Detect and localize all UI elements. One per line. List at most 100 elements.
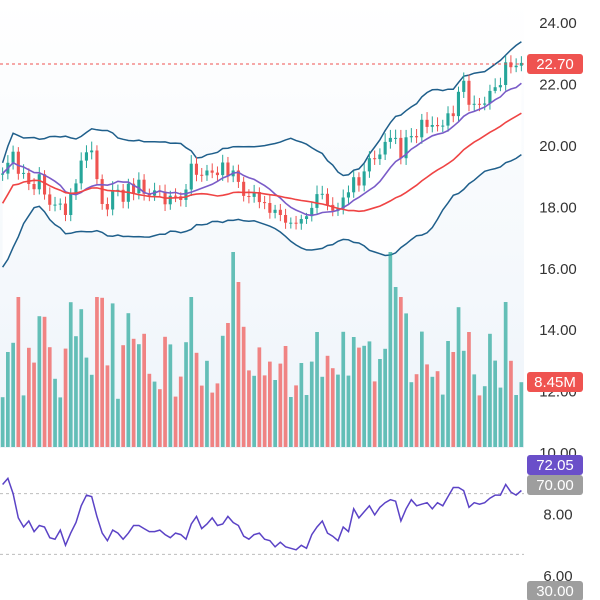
candle-body [43,174,47,195]
volume-bar [477,395,482,447]
rsi-value-label: 72.05 [536,457,574,474]
candle-body [11,151,15,163]
candle-body [90,150,94,153]
candle-body [514,65,518,68]
volume-bar [210,392,215,447]
bollinger-band-layer [1,41,522,268]
candle-body [252,192,256,197]
volume-bar [404,313,408,447]
volume-bar [131,338,136,447]
candle-body [519,62,523,66]
volume-bar [273,380,277,447]
volume-bar [357,347,361,447]
bollinger-band-fill [2,41,522,268]
price-tick-label: 8.00 [543,507,572,524]
volume-bar [393,287,398,447]
volume-bar [268,361,272,447]
candle-body [1,173,5,175]
volume-bar [168,344,173,447]
last-price-label: 22.70 [536,56,574,73]
volume-bar [199,385,204,447]
volume-bar [47,347,52,447]
rsi-pane-background [0,448,524,600]
volume-bar [68,302,73,447]
candle [383,133,387,161]
candle-body [105,204,109,210]
volume-bar [137,344,141,447]
volume-bar [451,352,456,447]
volume-bar [378,359,382,447]
volume-bar [21,395,26,447]
rsi-value-badge: 72.05 [527,455,583,475]
candle-body [273,209,277,213]
candle-body [121,189,125,202]
candle [16,147,20,180]
candle [111,181,115,216]
candle [378,148,382,165]
price-tick-label: 18.00 [539,199,577,216]
volume-bar [105,365,110,447]
rsi-low-badge: 30.00 [527,581,583,600]
candle [74,179,78,200]
candle-body [383,141,387,155]
candle-body [493,87,497,91]
volume-bar [467,332,471,447]
candle [27,168,31,191]
volume-bar [283,346,288,447]
moving-average-layer [1,82,522,217]
candle [252,184,256,203]
candle [90,141,94,160]
price-axis: 24.0022.0020.0018.0016.0014.0012.0010.00… [539,15,577,585]
candle-body [373,158,377,160]
candle-body [32,184,36,190]
candle [221,154,225,181]
candle-body [84,152,88,161]
candle-body [168,195,172,205]
candle [63,196,67,222]
candle-body [37,174,41,190]
candle [320,185,324,200]
volume-bar [236,282,241,447]
volume-bar [95,297,99,447]
candle-body [498,85,502,88]
candle [415,128,419,144]
volume-bar [116,398,120,447]
candle [441,119,445,133]
candle-body [95,150,99,180]
volume-bar [226,323,230,447]
candle [388,129,392,149]
candle-body [111,190,115,210]
volume-bar [430,376,435,447]
candle [519,56,523,72]
candle-body [79,160,83,184]
volume-bar [142,333,146,447]
candle-body [100,179,104,204]
candle-body [53,204,57,206]
candle [210,163,214,179]
price-tick-label: 20.00 [539,138,577,155]
candle-body [331,204,335,211]
candle-body [132,183,136,194]
price-tick-label: 24.00 [539,15,577,32]
candle [325,188,329,211]
candle-body [200,174,204,176]
candle [100,174,104,210]
volume-bar [346,375,351,447]
candle-body [436,125,440,127]
candle-body [194,163,198,175]
candle-body [404,137,408,159]
candle-body [362,171,366,186]
candle-body [310,207,314,217]
volume-bar [173,396,178,447]
candle [341,189,345,215]
volume-bar [440,394,445,447]
candle-body [388,137,392,142]
candle [289,217,293,229]
candle-body [27,172,31,184]
volume-bar [503,302,508,447]
candle-body [509,62,513,68]
volume-badge-bg [527,372,583,392]
candle-body [289,222,293,224]
candle [105,197,109,217]
